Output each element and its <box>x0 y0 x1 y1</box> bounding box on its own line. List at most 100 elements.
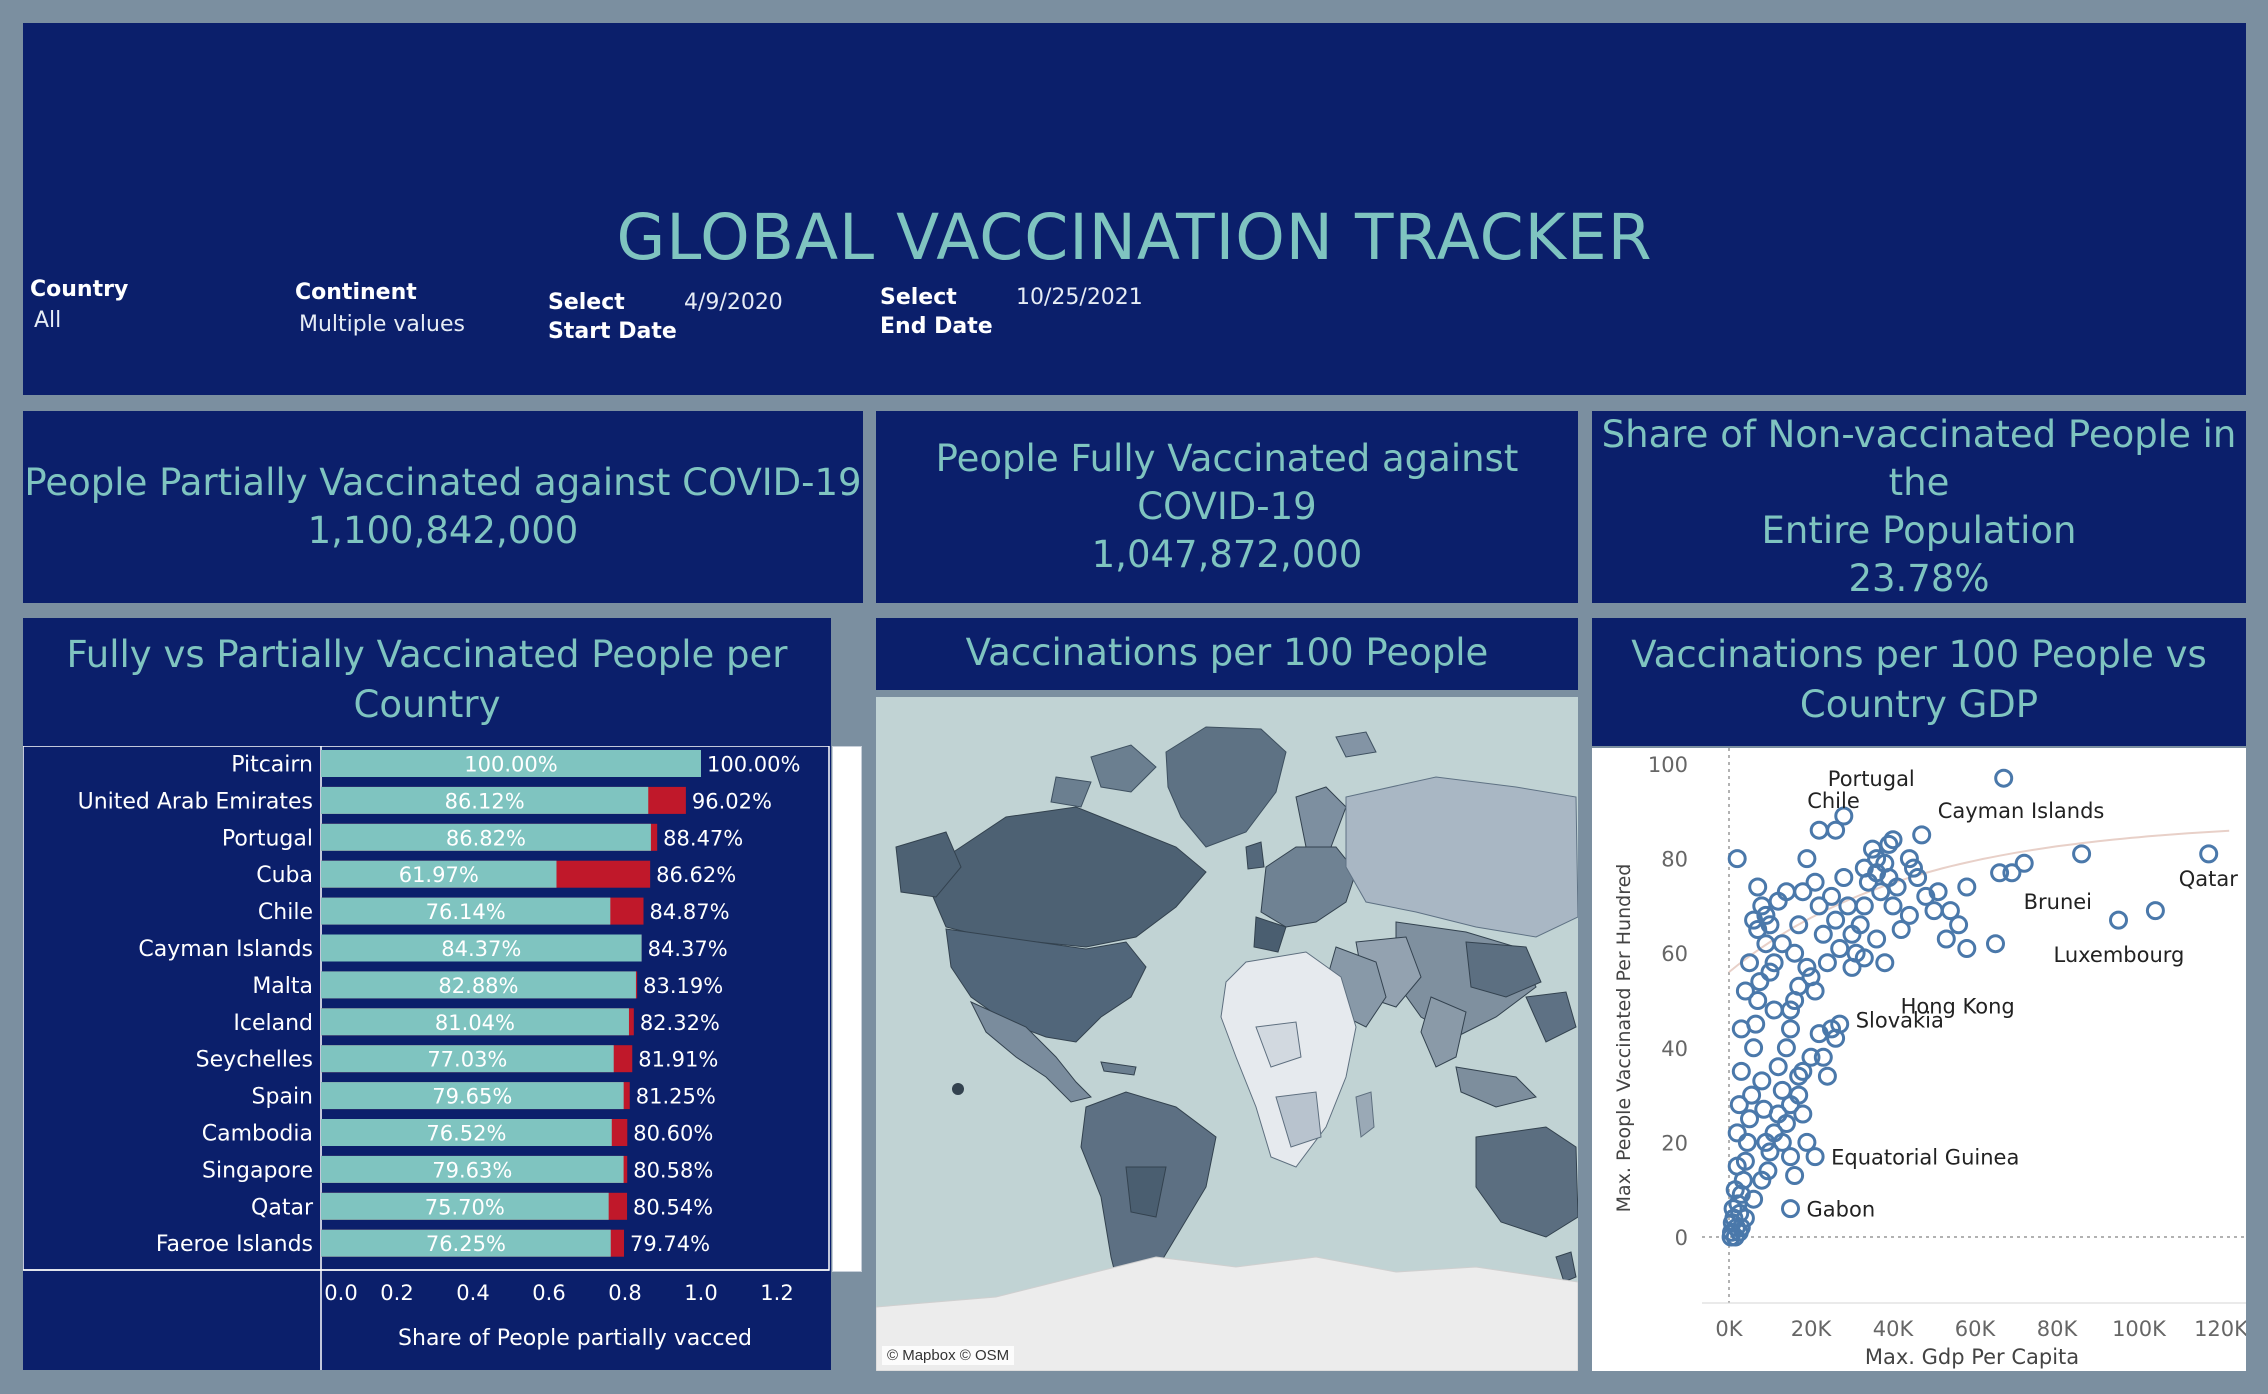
scatter-point <box>1924 901 1944 921</box>
scatter-point <box>1729 1095 1749 1115</box>
scatter-y-tick-label: 0 <box>1675 1226 1688 1250</box>
continent-filter-value[interactable]: Multiple values <box>299 312 465 337</box>
bar-x-tick-label: 0.8 <box>608 1281 641 1305</box>
bar-x-tick-label: 0.0 <box>324 1281 357 1305</box>
scatter-point <box>1899 905 1919 925</box>
scatter-title-line2: Country GDP <box>1799 683 2039 726</box>
bar-inner-label: 76.52% <box>426 1122 506 1146</box>
bar-outer-label: 80.58% <box>633 1158 713 1182</box>
scatter-point <box>1744 910 1764 930</box>
scatter-point <box>1826 1028 1846 1048</box>
choropleth-map[interactable]: © Mapbox © OSM <box>876 697 1578 1371</box>
map-header: Vaccinations per 100 People <box>876 618 1578 690</box>
start-date-label-2: Start Date <box>548 319 677 344</box>
scatter-point <box>1936 929 1956 949</box>
bar-chart[interactable]: Pitcairn 100.00% 100.00% United Arab Emirat… <box>23 746 831 1370</box>
start-date-value[interactable]: 4/9/2020 <box>684 290 783 315</box>
scatter-annotation: Portugal <box>1828 767 1915 791</box>
scatter-point <box>1986 934 2005 954</box>
bar-full <box>321 1008 629 1036</box>
scatter-chart-panel: 0 20 40 60 80 100 0K 20K 40K 60K 80K 100K 120K Max. G… <box>1592 748 2246 1371</box>
scatter-y-tick-label: 100 <box>1648 753 1688 777</box>
bar-full <box>321 860 557 888</box>
bar-inner-label: 76.25% <box>426 1232 506 1256</box>
scatter-annotation: Hong Kong <box>1901 995 2015 1019</box>
scatter-y-tick-label: 60 <box>1661 942 1688 966</box>
scatter-point <box>2109 910 2128 930</box>
scatter-point <box>1776 1038 1796 1058</box>
scatter-point <box>1735 1151 1755 1171</box>
bar-inner-label: 82.88% <box>438 974 518 998</box>
scatter-point <box>1764 953 1784 973</box>
scatter-header: Vaccinations per 100 People vs Country G… <box>1592 618 2246 746</box>
bar-outer-label: 79.74% <box>630 1232 710 1256</box>
scatter-point <box>1809 820 1829 840</box>
scatter-point <box>1789 915 1809 935</box>
scatter-point <box>1830 939 1850 958</box>
end-date-label-1: Select <box>880 285 957 310</box>
scatter-point <box>1731 1061 1751 1081</box>
scatter-point <box>1752 1170 1772 1190</box>
bar-chart-title-line1: Fully vs Partially Vaccinated People per <box>66 633 788 676</box>
end-date-value[interactable]: 10/25/2021 <box>1016 285 1143 310</box>
scatter-point <box>1805 872 1825 892</box>
scatter-point <box>1883 830 1903 850</box>
scatter-x-tick-label: 20K <box>1791 1317 1833 1341</box>
country-filter-value[interactable]: All <box>34 308 62 333</box>
bar-full <box>321 1082 624 1110</box>
scatter-point <box>1760 1142 1780 1162</box>
scatter-point <box>1781 1199 1800 1219</box>
scatter-point <box>1740 953 1759 973</box>
scatter-point <box>2199 844 2219 864</box>
scatter-point <box>1760 915 1780 935</box>
bar-full <box>321 1155 624 1183</box>
bar-inner-label: 86.82% <box>446 826 526 850</box>
scatter-annotation: Brunei <box>2024 890 2092 914</box>
scatter-chart[interactable]: 0 20 40 60 80 100 0K 20K 40K 60K 80K 100K 120K Max. G… <box>1592 748 2246 1371</box>
scatter-point <box>1826 910 1846 930</box>
scatter-point <box>1746 1014 1766 1034</box>
scatter-y-axis-title: Max. People Vaccinated Per Hundred <box>1613 864 1635 1213</box>
bar-category-label: Cayman Islands <box>138 937 313 962</box>
bar-outer-label: 84.37% <box>648 937 728 961</box>
scatter-y-tick-label: 20 <box>1661 1131 1688 1155</box>
scatter-point <box>1793 1061 1813 1081</box>
bar-full <box>321 750 701 777</box>
scatter-point <box>1990 863 2010 883</box>
scatter-x-tick-label: 80K <box>2037 1317 2079 1341</box>
scatter-point <box>1916 886 1936 906</box>
scatter-point <box>1793 882 1813 902</box>
scatter-point <box>1842 957 1862 977</box>
scatter-point <box>1867 849 1887 869</box>
scatter-point <box>1760 962 1780 982</box>
scatter-point <box>2145 901 2165 921</box>
scatter-point <box>1809 1024 1829 1044</box>
bar-full <box>321 823 651 851</box>
scatter-point <box>1772 1080 1792 1100</box>
scatter-point <box>1822 1019 1841 1039</box>
bar-outer-label: 84.87% <box>650 900 730 924</box>
scatter-point <box>1727 1123 1747 1143</box>
scatter-annotation: Qatar <box>2179 867 2239 891</box>
scatter-point <box>1809 896 1829 916</box>
scatter-annotation: Gabon <box>1807 1198 1876 1222</box>
scatter-annotation: Luxembourg <box>2054 943 2185 967</box>
bar-chart-panel: Fully vs Partially Vaccinated People per… <box>23 618 831 1370</box>
scatter-point <box>1797 1132 1817 1152</box>
bar-full <box>321 1045 614 1073</box>
scatter-point <box>1729 1222 1749 1242</box>
scatter-point <box>1834 806 1854 826</box>
scatter-point <box>1776 882 1796 902</box>
scatter-annotation: Chile <box>1807 789 1860 813</box>
kpi-nonvacc-label-1: Share of Non-vaccinated People in the <box>1601 413 2237 504</box>
country-filter-label: Country <box>30 277 129 302</box>
bar-chart-scrollbar[interactable] <box>832 746 862 1272</box>
scatter-point <box>1826 820 1846 840</box>
scatter-x-tick-label: 40K <box>1873 1317 1915 1341</box>
scatter-point <box>1772 934 1792 954</box>
bar-category-label: Spain <box>252 1085 313 1110</box>
map-attribution[interactable]: © Mapbox © OSM <box>882 1346 1015 1365</box>
scatter-point <box>1805 981 1825 1001</box>
scatter-point <box>1781 1019 1800 1039</box>
scatter-point <box>1744 1038 1764 1058</box>
